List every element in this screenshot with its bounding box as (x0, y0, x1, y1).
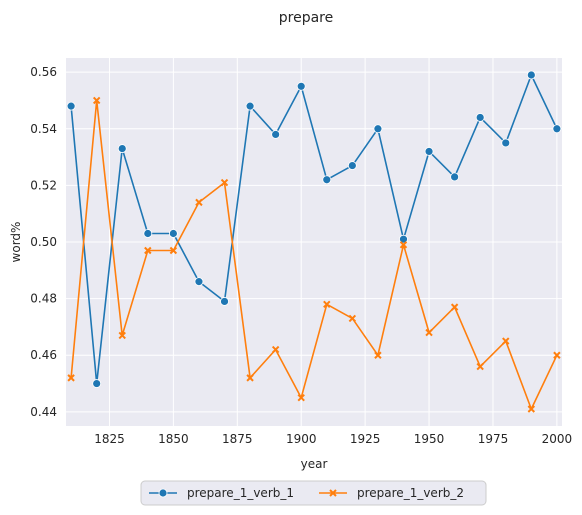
data-point-x (374, 351, 382, 359)
data-point-circle (322, 175, 332, 185)
data-point-circle (399, 234, 408, 244)
data-point-x (450, 303, 459, 311)
data-point-x (502, 337, 510, 345)
data-point-circle (424, 147, 434, 156)
data-point-circle (526, 70, 536, 80)
y-tick-label: 0.48 (30, 292, 57, 306)
data-point-circle (475, 113, 485, 122)
legend-marker-x (329, 489, 337, 497)
data-point-circle (168, 229, 178, 238)
data-point-circle (194, 277, 204, 287)
data-point-x (527, 405, 536, 413)
x-tick-label: 1950 (414, 432, 445, 446)
data-point-x (553, 351, 561, 359)
data-point-x (144, 246, 152, 255)
data-point-circle (143, 229, 153, 238)
data-point-x (246, 374, 254, 382)
legend-box (140, 480, 487, 506)
y-tick-label: 0.56 (30, 65, 57, 79)
legend: prepare_1_verb_1 prepare_1_verb_2 (140, 480, 487, 506)
x-tick-label: 1875 (222, 432, 253, 446)
data-point-circle (220, 297, 229, 306)
data-point-x (323, 300, 331, 308)
data-point-x (425, 328, 433, 337)
data-point-x (92, 96, 101, 105)
y-axis-label: word% (9, 222, 23, 263)
y-tick-label: 0.50 (30, 235, 57, 249)
data-point-circle (450, 172, 460, 182)
y-tick-label: 0.54 (30, 122, 57, 136)
data-point-x (399, 241, 408, 249)
y-tick-label: 0.46 (30, 348, 57, 362)
x-axis-ticks: 1825 1850 1875 1900 1925 1950 1975 2000 (94, 432, 572, 446)
legend-marker-circle (158, 488, 168, 498)
data-point-x (297, 393, 305, 402)
chart-title: prepare (279, 10, 333, 26)
x-tick-label: 1975 (478, 432, 509, 446)
data-point-x (476, 362, 484, 371)
data-point-x (169, 246, 178, 255)
data-point-x (67, 374, 75, 382)
series-markers (66, 70, 562, 413)
data-point-circle (271, 130, 281, 139)
x-axis-label: year (301, 457, 328, 471)
y-tick-label: 0.52 (30, 178, 57, 192)
x-tick-label: 2000 (542, 432, 573, 446)
data-point-circle (245, 101, 255, 111)
x-tick-label: 1925 (350, 432, 381, 446)
legend-label-2: prepare_1_verb_2 (357, 486, 464, 500)
data-point-circle (373, 124, 383, 134)
x-tick-label: 1900 (286, 432, 317, 446)
data-point-x (271, 345, 280, 354)
x-tick-label: 1850 (158, 432, 189, 446)
data-point-circle (117, 144, 127, 153)
data-point-circle (501, 138, 511, 148)
grid-lines (66, 58, 562, 426)
series-line-2 (70, 99, 558, 410)
data-point-circle (66, 101, 76, 111)
data-point-x (220, 178, 229, 187)
data-point-circle (347, 161, 357, 170)
x-tick-label: 1825 (94, 432, 125, 446)
data-point-circle (92, 379, 102, 388)
data-point-x (118, 331, 126, 340)
data-point-circle (552, 124, 562, 134)
data-point-x (195, 198, 203, 207)
data-point-circle (296, 81, 306, 91)
y-tick-label: 0.44 (30, 405, 57, 419)
y-axis-ticks: 0.44 0.46 0.48 0.50 0.52 0.54 0.56 (30, 65, 57, 419)
data-point-x (348, 314, 357, 323)
legend-label-1: prepare_1_verb_1 (187, 486, 294, 500)
